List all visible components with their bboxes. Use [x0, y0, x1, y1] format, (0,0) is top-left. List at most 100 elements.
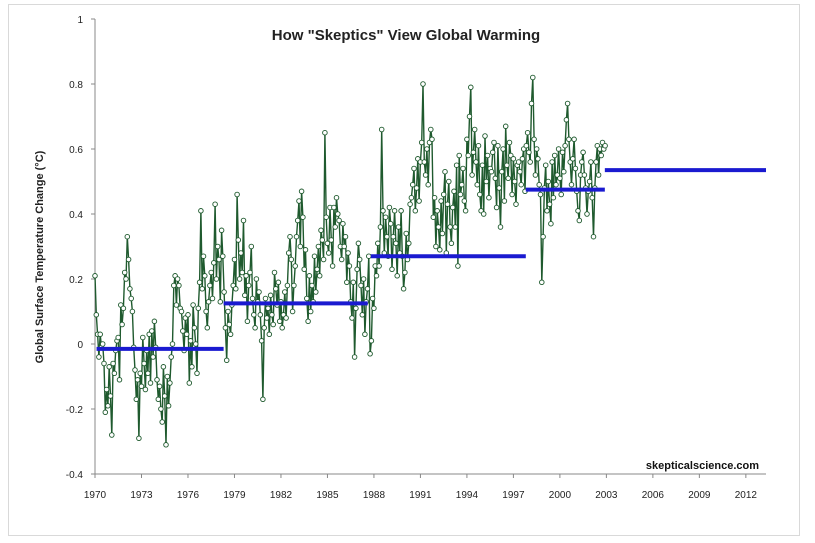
- data-point: [402, 269, 408, 276]
- data-point: [186, 380, 193, 386]
- data-point: [382, 214, 389, 220]
- data-point: [453, 162, 460, 168]
- data-point: [598, 152, 604, 159]
- data-point: [559, 149, 566, 156]
- data-point: [422, 172, 429, 178]
- data-point: [109, 432, 115, 438]
- data-point: [513, 201, 519, 207]
- data-point: [523, 142, 530, 149]
- data-point: [555, 146, 562, 152]
- data-point: [570, 156, 576, 162]
- y-tick-label: 0.6: [69, 145, 83, 156]
- data-point: [225, 308, 231, 315]
- data-point: [536, 181, 542, 188]
- data-point: [527, 159, 533, 165]
- data-point: [353, 305, 359, 312]
- data-point: [393, 240, 399, 247]
- data-point: [335, 211, 341, 217]
- x-tick-label: 1970: [84, 490, 107, 501]
- data-point: [535, 156, 541, 162]
- data-point: [289, 308, 296, 315]
- data-point: [464, 136, 470, 143]
- data-point: [510, 156, 517, 162]
- data-point: [190, 302, 196, 308]
- y-axis-label: Global Surface Temperature Change (°C): [34, 150, 46, 363]
- data-point: [211, 260, 217, 266]
- data-point: [346, 263, 353, 269]
- data-point: [115, 334, 121, 341]
- data-point: [350, 279, 357, 286]
- data-point: [159, 419, 165, 425]
- data-point: [213, 276, 220, 282]
- data-point: [168, 354, 174, 360]
- data-point: [125, 256, 132, 263]
- data-point: [526, 149, 532, 156]
- data-point: [439, 230, 446, 237]
- data-point: [511, 178, 518, 185]
- data-point: [595, 172, 602, 178]
- data-point: [167, 380, 173, 386]
- x-tick-label: 1991: [409, 490, 432, 501]
- data-point: [471, 126, 478, 133]
- data-point: [287, 233, 293, 240]
- data-point: [311, 253, 318, 259]
- data-point: [537, 191, 544, 198]
- data-point: [319, 237, 326, 243]
- data-point: [340, 220, 346, 227]
- data-point: [387, 220, 394, 227]
- data-point: [253, 276, 260, 282]
- data-point: [562, 142, 568, 149]
- x-tick-label: 1994: [456, 490, 479, 501]
- data-point: [461, 198, 468, 204]
- data-point: [395, 224, 402, 230]
- data-point: [136, 435, 142, 442]
- data-point: [103, 386, 110, 393]
- data-point: [133, 396, 140, 403]
- data-point: [266, 331, 273, 338]
- data-point: [137, 370, 143, 377]
- data-point: [227, 331, 234, 338]
- data-point: [149, 328, 155, 334]
- data-point: [368, 338, 375, 344]
- data-point: [584, 211, 590, 217]
- y-tick-label: 0: [77, 340, 83, 351]
- data-point: [233, 286, 239, 292]
- data-point: [483, 178, 490, 185]
- data-point: [438, 198, 444, 204]
- data-point: [380, 208, 386, 214]
- data-point: [322, 129, 328, 136]
- data-point: [127, 286, 133, 292]
- data-point: [593, 159, 599, 165]
- data-point: [349, 315, 355, 321]
- data-point: [359, 312, 366, 318]
- data-point: [252, 325, 258, 331]
- data-point: [558, 191, 564, 198]
- data-point: [123, 276, 129, 282]
- data-point: [355, 240, 362, 247]
- x-ticks: 1970 1973 1976 1979 1982 1985 1988 1991 1994 1997…: [84, 474, 758, 501]
- data-point: [265, 305, 271, 312]
- data-point: [492, 175, 499, 182]
- data-point: [92, 273, 98, 279]
- data-point: [236, 276, 243, 282]
- data-point: [150, 354, 156, 360]
- x-tick-label: 1982: [270, 490, 293, 501]
- data-point: [320, 256, 327, 263]
- data-point: [342, 233, 349, 240]
- data-point: [132, 367, 138, 373]
- data-point: [390, 233, 397, 240]
- data-point: [331, 204, 337, 211]
- data-point: [249, 295, 256, 302]
- data-point: [493, 204, 500, 211]
- data-point: [300, 214, 306, 220]
- data-point: [147, 380, 154, 386]
- data-point: [102, 409, 109, 416]
- data-point: [589, 194, 595, 201]
- data-point: [425, 181, 431, 188]
- data-point: [502, 123, 509, 130]
- data-point: [121, 269, 128, 276]
- x-tick-label: 2012: [735, 490, 758, 501]
- data-point: [138, 383, 145, 390]
- data-point: [412, 208, 419, 214]
- data-point: [437, 247, 443, 253]
